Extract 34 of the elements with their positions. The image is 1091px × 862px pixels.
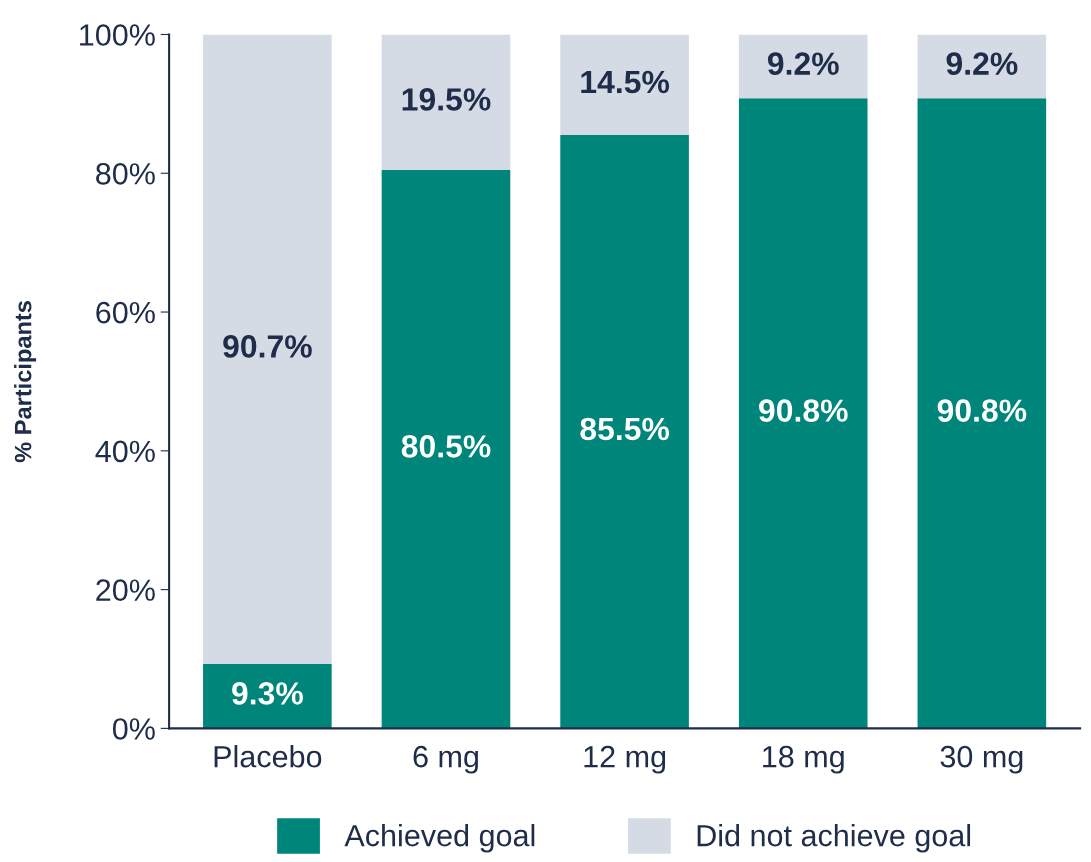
bar	[203, 663, 332, 729]
bar	[738, 34, 868, 99]
data-label: 9.3%	[232, 682, 303, 705]
data-label: 9.2%	[946, 52, 1018, 75]
data-label: 14.5%	[581, 70, 670, 94]
data-label: 19.5%	[402, 88, 491, 111]
data-label: 85.5%	[580, 417, 670, 441]
bar	[917, 34, 1047, 99]
data-label: 90.7%	[223, 335, 312, 358]
bar	[381, 169, 511, 729]
y-tick-label: 60%	[96, 301, 155, 324]
x-tick-label: Placebo	[214, 745, 322, 768]
y-tick-label: 40%	[95, 440, 155, 463]
data-label: 9.2%	[767, 52, 839, 75]
data-label: 80.5%	[401, 435, 491, 458]
x-tick-label: 18 mg	[763, 745, 844, 774]
y-axis-title: % Participants	[14, 301, 37, 463]
y-tick-label: 80%	[96, 163, 155, 185]
bar	[560, 34, 689, 136]
data-label: 90.8%	[937, 399, 1027, 422]
bar	[381, 34, 511, 170]
x-tick-label: 12 mg	[584, 745, 666, 774]
y-tick-label: 0%	[112, 718, 155, 740]
y-tick-label: 100%	[80, 24, 155, 46]
x-tick-label: 6 mg	[413, 745, 478, 774]
bar	[560, 135, 689, 729]
y-tick-label: 20%	[96, 579, 155, 601]
legend-label: Achieved goal	[344, 824, 535, 853]
bar	[203, 34, 332, 664]
x-tick-label: 30 mg	[940, 745, 1023, 774]
legend-label: Did not achieve goal	[697, 824, 971, 853]
bar	[738, 98, 868, 729]
bar	[917, 98, 1047, 729]
data-label: 90.8%	[759, 399, 848, 422]
